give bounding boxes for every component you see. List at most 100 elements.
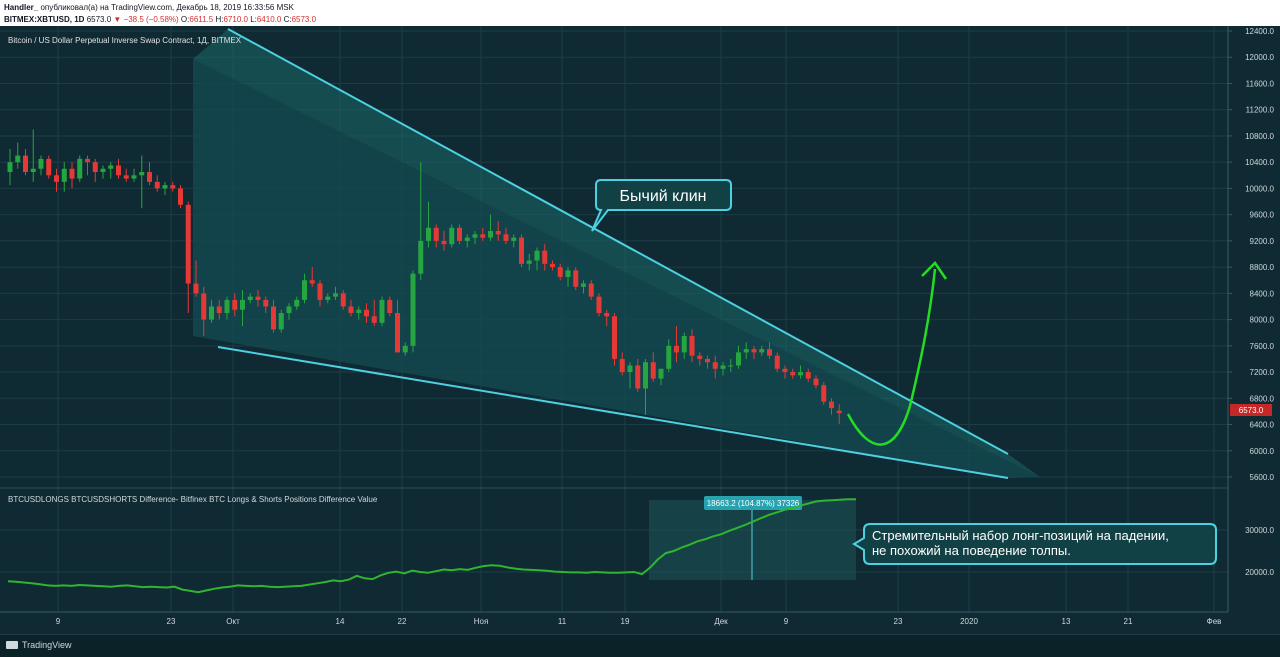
indicator-axis-label: 20000.0 [1245,568,1274,577]
indicator-pane-title: BTCUSDLONGS BTCUSDSHORTS Difference- Bit… [8,495,378,504]
candle-body [782,368,788,373]
candle-body [743,349,749,353]
measure-label: 18663.2 (104.87%) 37326 [707,499,800,508]
chart-area[interactable]: Бычий клин 18663.2 (104.87%) 37326 Стрем… [0,26,1280,634]
price-axis-label: 8400.0 [1250,289,1275,298]
time-axis-label: 9 [56,617,61,626]
time-axis-label: 22 [398,617,407,626]
candle-body [340,293,346,307]
tradingview-logo[interactable]: TradingView [6,640,72,650]
indicator-line [7,498,856,594]
time-axis[interactable]: 9 23 Окт 14 22 Ноя 11 19 Дек 9 23 2020 13 21 Фев [56,617,1222,626]
wedge-callout-box[interactable] [591,179,732,232]
price-axis-label: 11200.0 [1246,106,1275,115]
lower-trendline[interactable] [217,346,1009,479]
candle-body [511,237,517,241]
low-label: L: [250,15,257,24]
price-axis-label: 7600.0 [1250,342,1275,351]
candle-body [689,335,695,356]
candle-body [263,299,269,307]
candle-body [69,168,75,179]
high-label: H: [215,15,224,24]
candle-body [255,296,261,300]
price-axis-label: 10400.0 [1245,158,1274,167]
symbol-name: BITMEX:XBTUSD, 1D [4,15,85,24]
price-change: ▼ −38.5 (−0.58%) [113,15,179,24]
candle-body [162,185,168,189]
candle-body [61,168,67,182]
candle-body [488,231,493,238]
price-axis[interactable]: 12400.0 12000.0 11600.0 11200.0 10800.0 10400… [1228,27,1275,482]
candle-body [798,372,803,376]
candle-body [457,227,462,241]
price-axis-label: 6800.0 [1250,394,1275,403]
candle-body [836,410,842,414]
candle-body [650,362,656,379]
candle-body [805,372,811,379]
candle-body [54,175,59,182]
candle-body [178,188,183,205]
candle-body [193,283,199,294]
price-axis-label: 6400.0 [1250,421,1275,430]
candle-body [410,273,416,346]
author-name[interactable]: Handler_ [4,3,39,12]
price-axis-label: 10000.0 [1245,184,1274,193]
candle-body [728,365,734,367]
candle-body [681,335,687,353]
candle-body [736,352,741,366]
candle-body [573,270,579,287]
candle-body [100,168,106,173]
candle-body [565,270,571,277]
candle-body [92,162,98,173]
time-axis-label: Ноя [474,617,489,626]
candle-body [147,172,152,182]
time-axis-label: 14 [336,617,345,626]
candle-body [658,368,664,379]
candle-body [278,313,284,330]
indicator-callout-box[interactable] [852,523,1217,565]
candle-body [635,365,641,389]
candle-body [767,349,772,356]
candle-body [774,355,780,369]
candle-body [596,296,602,314]
candle-body [371,316,377,323]
candle-body [643,362,648,389]
candle-body [519,237,524,264]
candle-body [271,306,276,330]
candle-body [247,296,253,300]
candle-body [441,240,447,245]
tradingview-logo-icon [6,641,18,649]
high-value: 6710.0 [223,15,248,24]
price-axis-label: 12400.0 [1245,27,1274,36]
indicator-axis[interactable]: 30000.0 20000.0 [1245,526,1274,577]
chart-header: Handler_ опубликовал(а) на TradingView.c… [0,0,1280,26]
candle-body [534,250,540,261]
last-price-badge [1230,404,1272,416]
candle-body [23,155,28,173]
time-axis-label: 23 [167,617,176,626]
candle-body [85,158,90,163]
candle-body [759,349,765,353]
low-value: 6410.0 [256,15,282,24]
wedge-callout-text: Бычий клин [620,188,707,205]
time-axis-label: Дек [714,617,728,626]
candle-body [309,280,315,284]
candle-body [829,401,834,409]
candle-body [30,168,36,173]
candle-body [286,306,292,314]
chart-canvas[interactable]: Бычий клин 18663.2 (104.87%) 37326 Стрем… [0,26,1280,634]
candle-body [379,299,385,323]
candle-body [426,227,431,241]
candle-body [232,299,238,310]
candle-body [77,158,83,179]
candle-body [364,309,369,317]
close-label: C: [283,15,292,24]
candle-series [7,129,842,424]
candle-body [46,158,52,176]
candle-body [449,227,455,245]
last-price-badge-text: 6573.0 [1239,406,1264,415]
price-axis-label: 9600.0 [1250,211,1275,220]
price-axis-label: 6000.0 [1250,447,1275,456]
time-axis-label: Фев [1207,617,1222,626]
upper-trendline[interactable] [227,28,1009,455]
